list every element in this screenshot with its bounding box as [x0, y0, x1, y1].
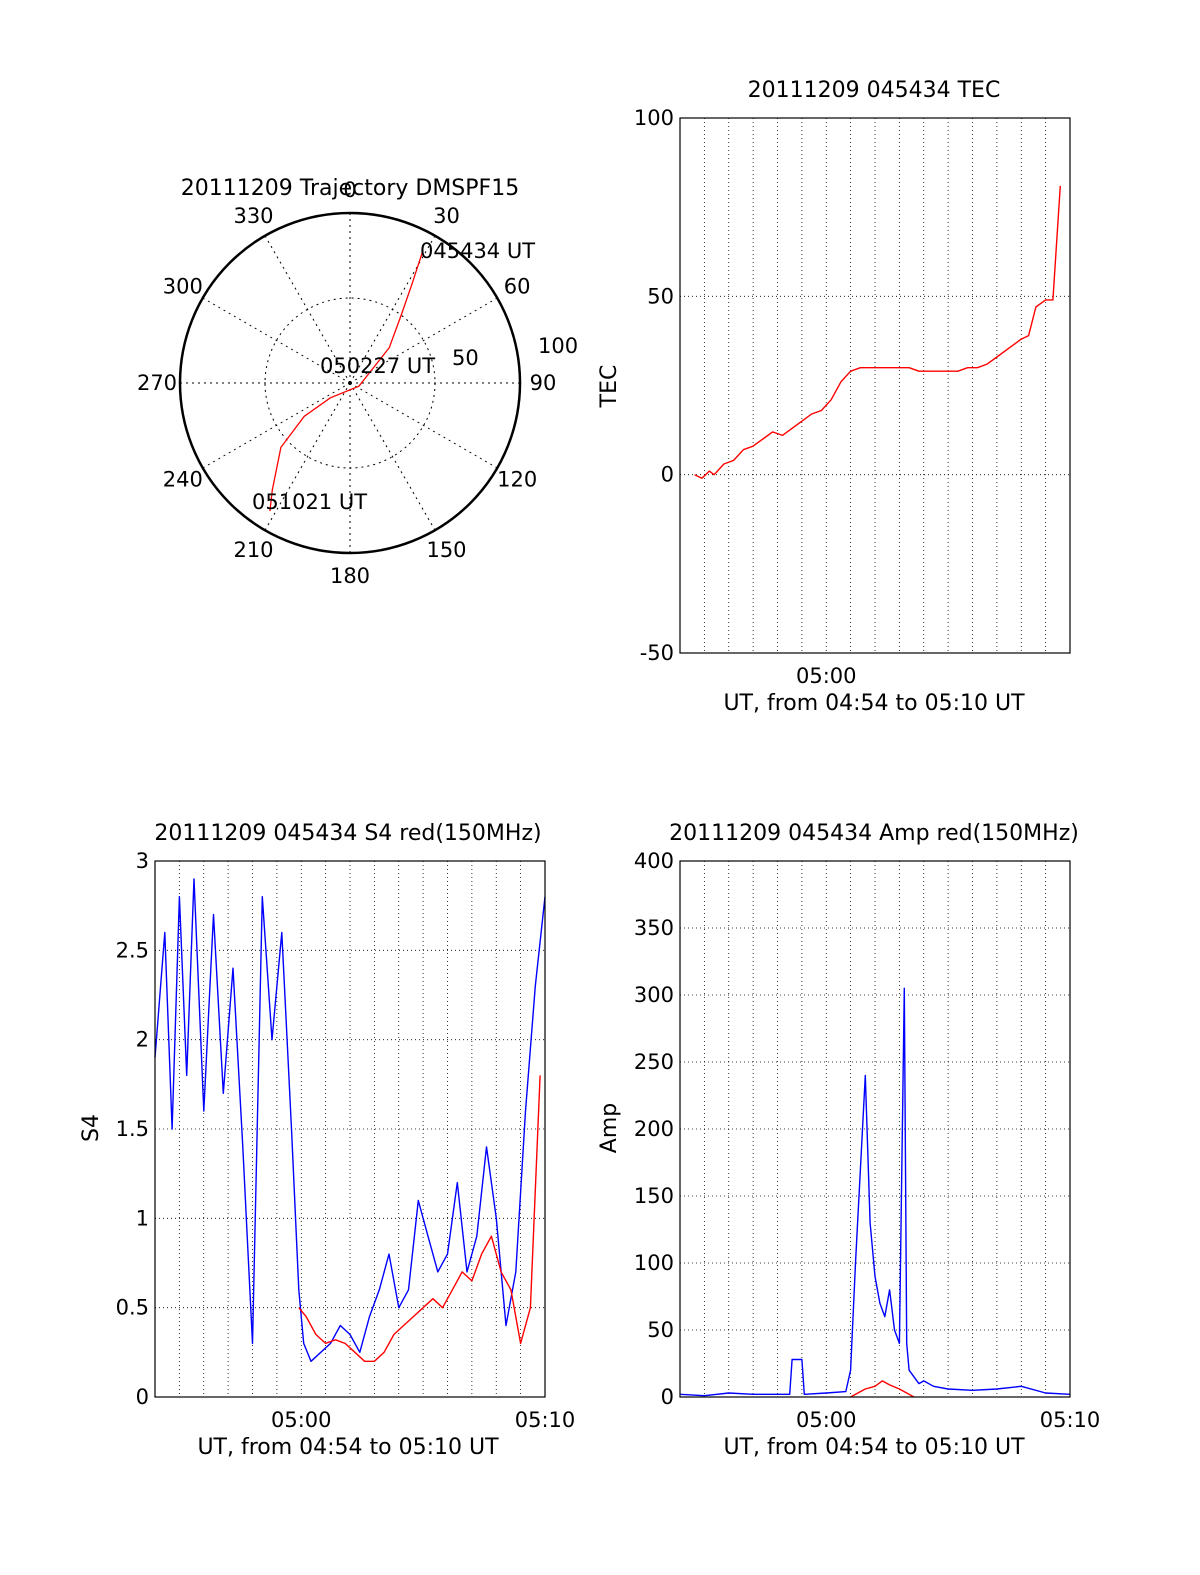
y-tick-label: -50 — [640, 641, 674, 665]
x-tick-label: 05:10 — [515, 1408, 576, 1432]
s4-grid — [155, 861, 545, 1397]
polar-azimuth-label: 0 — [343, 178, 356, 202]
tec-x-axis-label: UT, from 04:54 to 05:10 UT — [723, 691, 1025, 716]
panel-tec: 20111209 045434 TEC 100 50 0 -50 05:00 UT, … — [597, 78, 1071, 716]
polar-azimuth-label: 300 — [163, 275, 203, 299]
series-line — [850, 1380, 915, 1398]
s4-x-tick-labels: 05:00 05:10 — [271, 1408, 575, 1432]
amp-y-axis-label: Amp — [597, 1103, 622, 1153]
track-start-label: 045434 UT — [420, 239, 535, 263]
polar-spoke — [264, 235, 351, 384]
polar-spoke — [349, 297, 498, 384]
y-tick-label: 0 — [661, 463, 674, 487]
y-tick-label: 0 — [661, 1385, 674, 1409]
amp-title: 20111209 045434 Amp red(150MHz) — [669, 821, 1079, 846]
radial-label-50: 50 — [452, 346, 479, 370]
polar-azimuth-label: 30 — [433, 204, 460, 228]
s4-plot-frame — [154, 860, 546, 1398]
y-tick-label: 50 — [647, 284, 674, 308]
polar-azimuth-label: 270 — [137, 371, 177, 395]
amp-x-axis-label: UT, from 04:54 to 05:10 UT — [723, 1435, 1025, 1460]
y-tick-label: 2.5 — [116, 938, 149, 962]
polar-azimuth-label: 60 — [504, 275, 531, 299]
y-tick-label: 100 — [634, 106, 674, 130]
s4-series — [154, 878, 546, 1363]
polar-spoke — [202, 382, 351, 469]
x-tick-label: 05:00 — [796, 664, 857, 688]
y-tick-label: 200 — [634, 1117, 674, 1141]
series-line — [694, 185, 1061, 479]
polar-azimuth-label: 90 — [530, 371, 557, 395]
y-tick-label: 300 — [634, 983, 674, 1007]
series-line — [154, 878, 546, 1363]
tec-plot-frame — [679, 117, 1071, 654]
tec-y-axis-label: TEC — [597, 365, 622, 409]
y-tick-label: 2 — [136, 1028, 149, 1052]
y-tick-label: 3 — [136, 849, 149, 873]
s4-y-tick-labels: 0 0.5 1 1.5 2 2.5 3 — [116, 849, 149, 1409]
x-tick-label: 05:10 — [1040, 1408, 1101, 1432]
y-tick-label: 250 — [634, 1050, 674, 1074]
series-line — [679, 987, 1071, 1397]
trajectory-title: 20111209 Trajectory DMSPF15 — [181, 176, 519, 201]
amp-series — [679, 987, 1071, 1398]
y-tick-label: 350 — [634, 916, 674, 940]
x-tick-label: 05:00 — [796, 1408, 857, 1432]
polar-azimuth-label: 120 — [497, 468, 537, 492]
y-tick-label: 50 — [647, 1318, 674, 1342]
amp-y-tick-labels: 0 50 100 150 200 250 300 350 400 — [634, 849, 674, 1409]
panel-trajectory: 20111209 Trajectory DMSPF15 0 30 60 90 120 15… — [137, 176, 578, 588]
polar-spoke — [349, 235, 436, 384]
polar-spoke — [349, 382, 498, 469]
polar-azimuth-label: 240 — [163, 468, 203, 492]
polar-spoke — [349, 382, 436, 531]
s4-y-axis-label: S4 — [79, 1114, 104, 1142]
s4-title: 20111209 045434 S4 red(150MHz) — [154, 821, 541, 846]
polar-azimuth-labels: 0 30 60 90 120 150 180 210 240 270 300 330 — [137, 178, 556, 588]
polar-spoke — [264, 382, 351, 531]
tec-grid — [680, 118, 1070, 653]
polar-azimuth-label: 180 — [330, 564, 370, 588]
y-tick-label: 0 — [136, 1385, 149, 1409]
tec-series — [694, 185, 1061, 479]
amp-grid — [680, 861, 1070, 1397]
polar-grid — [178, 211, 522, 555]
polar-azimuth-label: 210 — [233, 538, 273, 562]
radial-label-100: 100 — [538, 334, 578, 358]
tec-title: 20111209 045434 TEC — [748, 78, 1001, 103]
amp-plot-frame — [679, 860, 1071, 1398]
tec-y-tick-labels: 100 50 0 -50 — [634, 106, 674, 665]
amp-x-tick-labels: 05:00 05:10 — [796, 1408, 1100, 1432]
s4-x-axis-label: UT, from 04:54 to 05:10 UT — [197, 1435, 499, 1460]
y-tick-label: 150 — [634, 1184, 674, 1208]
x-tick-label: 05:00 — [271, 1408, 332, 1432]
track-end-label: 051021 UT — [252, 490, 367, 514]
trajectory-track-line — [269, 252, 423, 512]
panel-s4: 20111209 045434 S4 red(150MHz) 0 0.5 1 1.5 2… — [79, 821, 575, 1460]
y-tick-label: 400 — [634, 849, 674, 873]
polar-spoke — [202, 297, 351, 384]
polar-azimuth-label: 150 — [426, 538, 466, 562]
tec-x-tick-labels: 05:00 — [796, 664, 857, 688]
panel-amp: 20111209 045434 Amp red(150MHz) 0 50 100 15… — [597, 821, 1100, 1460]
y-tick-label: 0.5 — [116, 1296, 149, 1320]
polar-azimuth-label: 330 — [233, 204, 273, 228]
track-mid-label: 050227 UT — [320, 354, 435, 378]
series-line — [298, 1075, 541, 1363]
y-tick-label: 1 — [136, 1206, 149, 1230]
y-tick-label: 100 — [634, 1251, 674, 1275]
y-tick-label: 1.5 — [116, 1117, 149, 1141]
